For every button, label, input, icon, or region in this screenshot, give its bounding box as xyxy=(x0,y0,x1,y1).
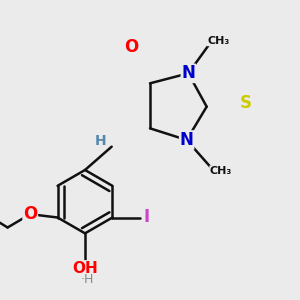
Text: O: O xyxy=(124,38,139,56)
Text: CH₃: CH₃ xyxy=(210,166,232,176)
Text: I: I xyxy=(143,208,149,226)
Text: O: O xyxy=(23,205,38,223)
Text: ·H: ·H xyxy=(81,273,94,286)
Text: N: N xyxy=(180,131,194,149)
Text: H: H xyxy=(95,134,107,148)
Text: CH₃: CH₃ xyxy=(207,36,230,46)
Text: OH: OH xyxy=(72,261,98,276)
Text: S: S xyxy=(240,94,252,112)
Text: N: N xyxy=(182,64,195,82)
